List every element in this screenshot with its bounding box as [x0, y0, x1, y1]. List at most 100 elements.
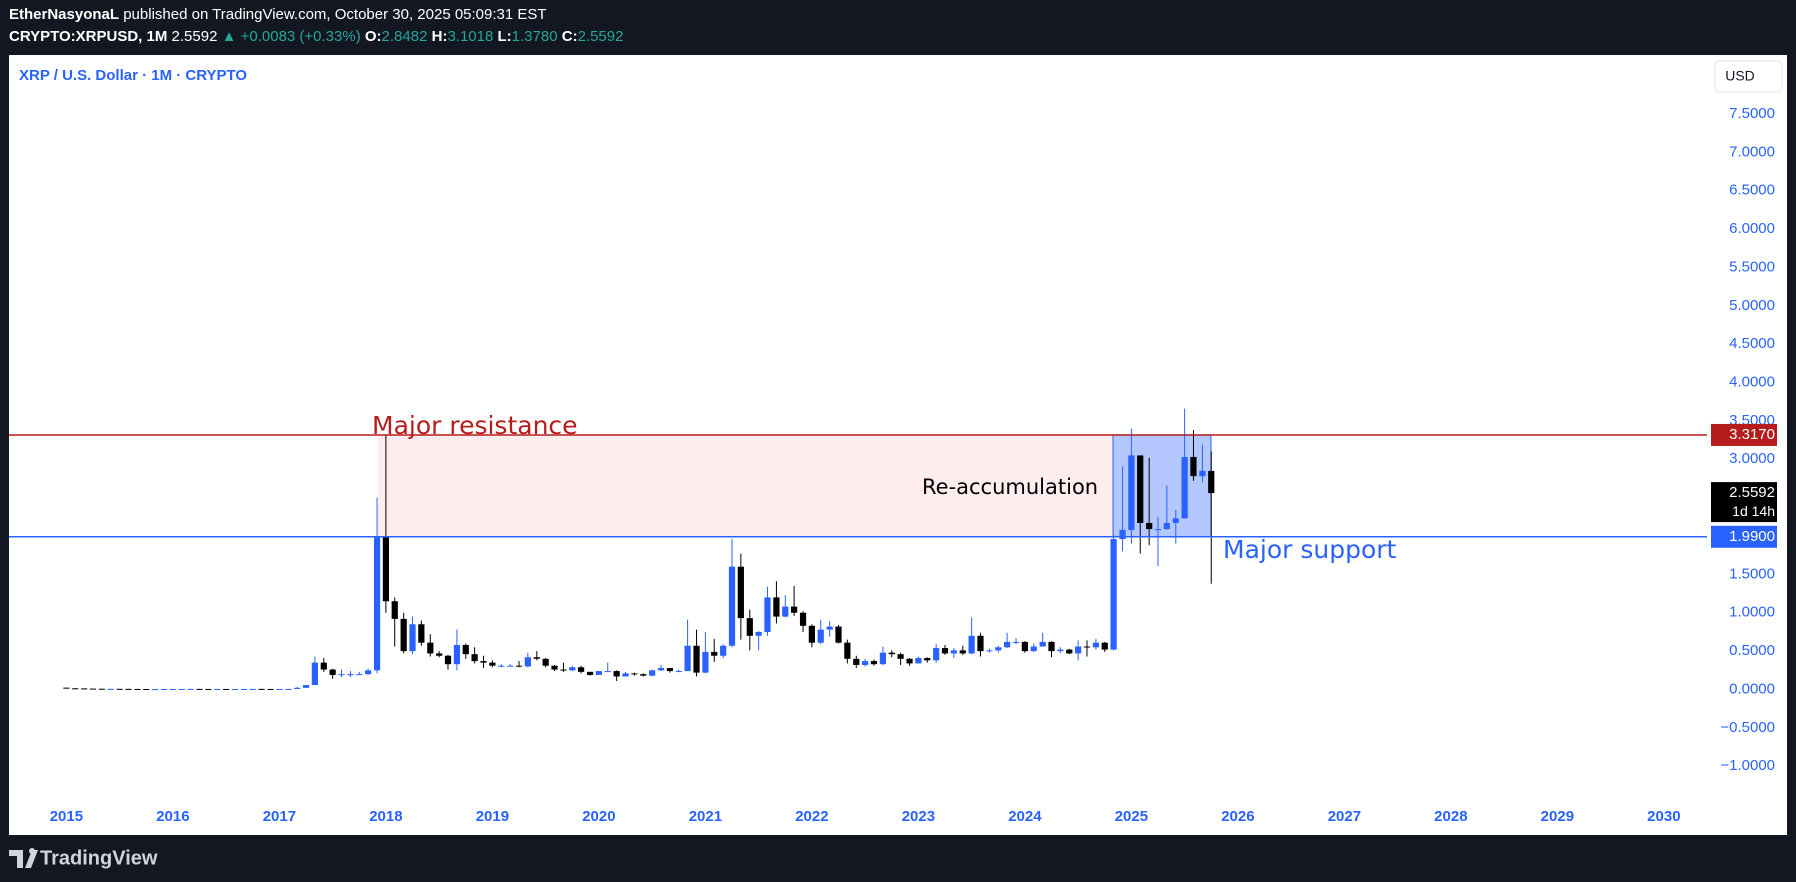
candle-body: [879, 652, 887, 665]
candle-body: [835, 626, 842, 643]
candle-body: [666, 668, 674, 672]
candle-body: [888, 652, 895, 655]
candle-body: [1208, 470, 1215, 494]
candle-body: [542, 658, 549, 666]
x-tick-label: 2017: [263, 808, 296, 825]
candle-body: [436, 653, 443, 656]
candle-body: [382, 537, 390, 602]
y-tick-label: 7.0000: [1729, 143, 1775, 160]
level-label-bg: [1711, 525, 1777, 548]
candle-body: [1083, 646, 1091, 648]
candle-body: [169, 689, 177, 691]
x-tick-label: 2027: [1328, 808, 1361, 825]
chart-panel: [9, 55, 1787, 835]
y-tick-label: −0.5000: [1720, 719, 1775, 736]
y-tick-label: 6.0000: [1729, 220, 1775, 237]
x-tick-label: 2021: [689, 808, 722, 825]
candle-body: [240, 688, 248, 690]
candle-body: [98, 688, 105, 690]
candle-body: [480, 661, 487, 663]
h-label: H:: [431, 28, 448, 45]
candle-body: [373, 537, 381, 671]
x-tick-label: 2023: [902, 808, 935, 825]
candle-body: [657, 668, 665, 671]
candle-body: [1199, 470, 1206, 477]
candle-body: [515, 665, 523, 667]
candle-body: [285, 688, 292, 690]
published: published on TradingView.com, October 30…: [123, 6, 547, 23]
y-tick-label: 5.0000: [1729, 297, 1775, 314]
candle-body: [427, 642, 434, 654]
candle-body: [1137, 455, 1144, 523]
candle-body: [453, 644, 461, 665]
candle-body: [498, 665, 505, 667]
candle-body: [365, 670, 372, 675]
candle-body: [134, 688, 141, 690]
candle-body: [320, 662, 327, 670]
candle-body: [329, 669, 336, 675]
candle-body: [258, 688, 265, 690]
reaccumulation-box: [1112, 434, 1212, 538]
annotation: Major resistance: [372, 411, 578, 440]
candle-body: [746, 618, 753, 636]
candle-body: [808, 625, 815, 643]
candle-body: [533, 657, 540, 659]
x-tick-label: 2029: [1541, 808, 1574, 825]
x-tick-label: 2024: [1008, 808, 1042, 825]
annotation: Major support: [1223, 535, 1397, 564]
plot: −1.0000 −0.5000 0.0000 0.5000 1.0000 1.5000 2.…: [9, 105, 1777, 825]
candle-body: [631, 673, 638, 675]
candle-body: [764, 597, 771, 632]
candle-body: [143, 689, 150, 691]
last-price-bg: [1711, 482, 1777, 523]
candle-body: [649, 670, 656, 676]
y-tick-label: 6.5000: [1729, 182, 1775, 199]
y-tick-label: 1.0000: [1729, 604, 1775, 621]
candle-body: [1181, 456, 1188, 519]
candle-body: [125, 688, 132, 690]
candle-body: [773, 597, 780, 617]
c-label: C:: [561, 28, 578, 45]
candle-body: [728, 566, 736, 646]
candle-body: [267, 688, 274, 690]
candle-body: [790, 606, 798, 613]
candle-body: [524, 657, 531, 667]
header: EtherNasyonaL published on TradingView.c…: [9, 4, 623, 48]
candle-body: [214, 688, 221, 690]
candle-body: [693, 645, 700, 673]
candle-body: [311, 662, 318, 686]
candle-body: [915, 658, 922, 664]
countdown: 1d 14h: [1732, 503, 1775, 519]
candle-body: [862, 661, 869, 665]
x-tick-label: 2030: [1647, 808, 1680, 825]
brand: TradingView: [40, 847, 158, 869]
candle-body: [640, 674, 647, 676]
candle-body: [89, 688, 97, 690]
y-tick-label: 3.0000: [1729, 450, 1775, 467]
resistance-zone: [378, 434, 1113, 537]
candle-body: [826, 626, 833, 630]
currency-button[interactable]: [1714, 60, 1783, 93]
footer-logo: TradingView: [9, 847, 158, 869]
candle-body: [1030, 646, 1037, 652]
change-value: +0.0083 (+0.33%): [240, 28, 361, 45]
currency[interactable]: USD: [1725, 68, 1755, 84]
y-tick-label: 4.0000: [1729, 374, 1775, 391]
candle-body: [968, 635, 975, 654]
candle-body: [959, 650, 966, 654]
candle-body: [586, 671, 594, 675]
c-value: 2.5592: [577, 28, 624, 45]
candle-body: [116, 688, 123, 690]
candle-body: [551, 665, 558, 670]
candle-body: [737, 566, 744, 619]
candle-body: [1057, 649, 1064, 652]
candle-body: [1101, 642, 1108, 650]
candle-body: [1154, 529, 1162, 531]
candle-body: [870, 661, 878, 665]
candle-body: [924, 658, 931, 661]
l-label: L:: [497, 28, 512, 45]
candle-body: [977, 635, 984, 652]
y-tick-label: −1.0000: [1720, 757, 1775, 774]
